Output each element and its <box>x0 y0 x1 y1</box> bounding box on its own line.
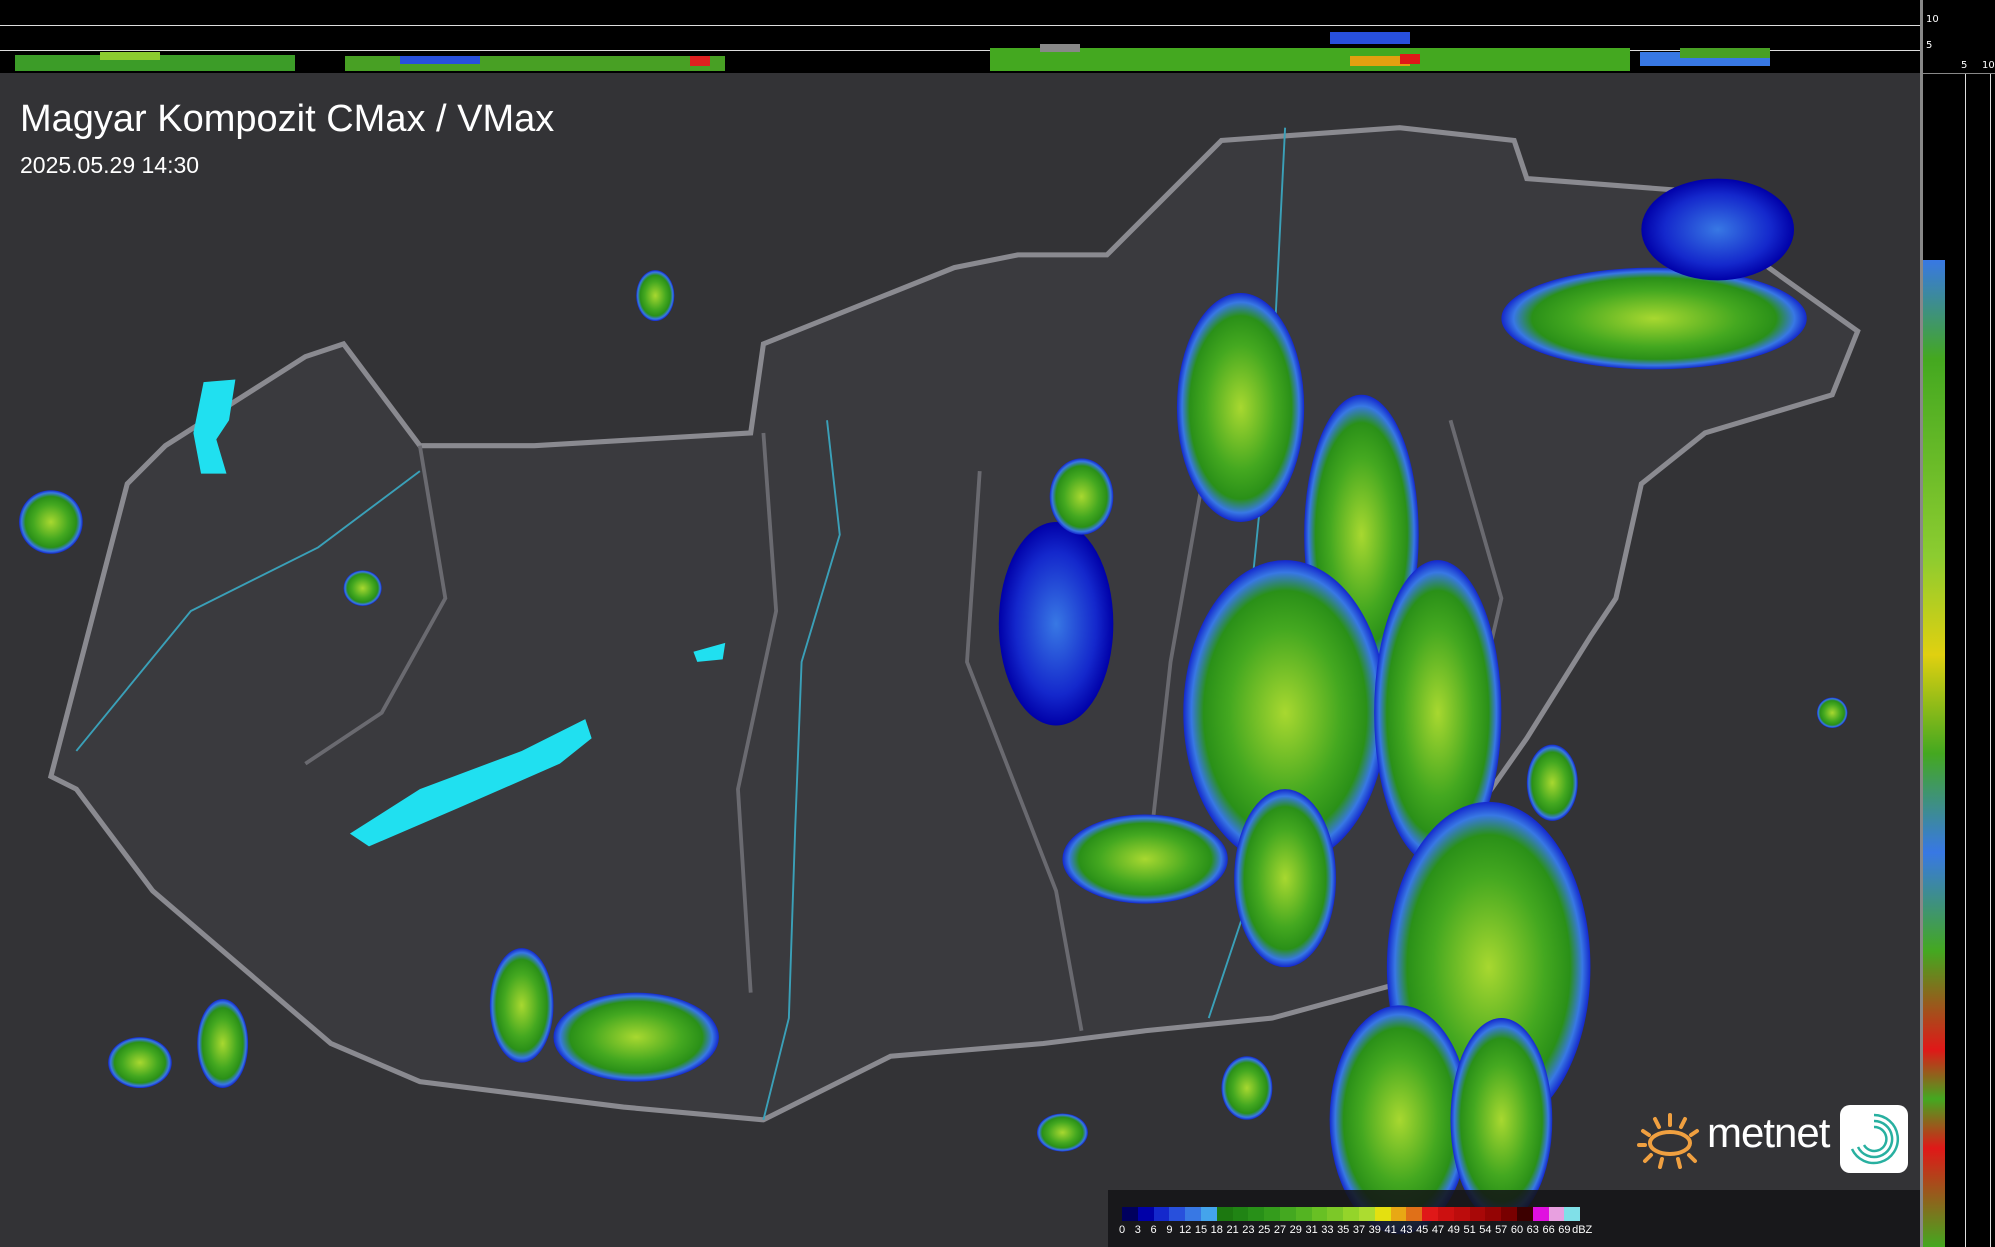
legend-swatch <box>1406 1207 1423 1221</box>
legend-swatch <box>1358 1207 1375 1221</box>
legend-swatch <box>1390 1207 1407 1221</box>
tick-label: 10 <box>1926 14 1939 25</box>
legend-label: 3 <box>1134 1224 1141 1236</box>
right-profile-echoes <box>1923 260 1945 1247</box>
legend-swatch <box>1469 1207 1486 1221</box>
legend-swatch <box>1327 1207 1344 1221</box>
logo-text: metnet <box>1707 1109 1830 1156</box>
legend-swatch <box>1422 1207 1438 1221</box>
spiral-app-icon <box>1840 1105 1908 1173</box>
lake-neusiedl <box>193 379 236 474</box>
legend-label: 9 <box>1166 1224 1173 1236</box>
legend-swatch <box>1185 1207 1201 1221</box>
legend-label: 33 <box>1321 1224 1334 1236</box>
legend-swatch <box>1501 1207 1517 1221</box>
top-profile-echoes <box>15 32 1770 71</box>
legend-label: 41 <box>1384 1224 1397 1236</box>
legend-label: 37 <box>1352 1224 1366 1236</box>
sun-icon <box>1637 1113 1699 1169</box>
legend-label: 66 <box>1542 1224 1555 1236</box>
lake-balaton <box>349 719 592 847</box>
scale-line-5 <box>0 50 1920 51</box>
legend-swatch <box>1374 1207 1391 1221</box>
map-title: Magyar Kompozit CMax / VMax <box>20 98 555 140</box>
legend-label: 63 <box>1526 1224 1539 1236</box>
legend-swatch <box>1564 1207 1581 1221</box>
legend-label: 39 <box>1368 1224 1381 1236</box>
legend-label: 18 <box>1210 1224 1223 1236</box>
legend-label: 51 <box>1463 1224 1476 1236</box>
legend-swatch <box>1548 1207 1565 1221</box>
legend-swatch <box>1216 1207 1233 1221</box>
scale-line-10 <box>0 25 1920 26</box>
legend-label: 27 <box>1273 1224 1287 1236</box>
legend-label: 47 <box>1431 1224 1445 1236</box>
vertical-profile-right: 10 5 5 10 <box>1920 0 1995 1247</box>
radar-map[interactable] <box>0 73 1920 1247</box>
legend-swatch <box>1122 1207 1138 1221</box>
legend-label: 49 <box>1447 1224 1460 1236</box>
legend-label: 69 <box>1558 1224 1571 1236</box>
legend-color-bar <box>1122 1207 1581 1221</box>
legend-swatch <box>1137 1207 1154 1221</box>
scale-line-5 <box>1965 73 1966 1247</box>
legend-label: 12 <box>1179 1224 1192 1236</box>
legend-label: 21 <box>1226 1224 1239 1236</box>
lake-velence <box>693 642 726 662</box>
legend-label: 43 <box>1400 1224 1413 1236</box>
legend-label: 60 <box>1510 1224 1524 1236</box>
legend-swatch <box>1485 1207 1502 1221</box>
strip-divider <box>1920 0 1923 1247</box>
legend-swatch <box>1343 1207 1359 1221</box>
legend-swatch <box>1295 1207 1312 1221</box>
legend-swatch <box>1532 1207 1549 1221</box>
legend-swatch <box>1311 1207 1328 1221</box>
legend-unit: dBZ <box>1572 1224 1593 1236</box>
legend-label: 29 <box>1289 1224 1302 1236</box>
legend-label: 15 <box>1194 1224 1208 1236</box>
vertical-profile-top <box>0 0 1920 73</box>
legend-label: 57 <box>1495 1224 1508 1236</box>
legend-swatch <box>1516 1207 1533 1221</box>
legend-label: 45 <box>1416 1224 1429 1236</box>
legend-label: 6 <box>1150 1224 1157 1236</box>
legend-swatch <box>1169 1207 1186 1221</box>
scale-line-10 <box>1990 73 1991 1247</box>
legend-swatch <box>1248 1207 1265 1221</box>
tick-label: 5 <box>1926 40 1933 51</box>
legend-label: 54 <box>1479 1224 1492 1236</box>
dbz-color-legend: 0 3 6 9 12 15 18 21 23 25 27 29 31 33 35 37 39 41 43 45 47 49… <box>1108 1190 1920 1247</box>
legend-label: 23 <box>1242 1224 1255 1236</box>
legend-swatch <box>1264 1207 1280 1221</box>
radar-echoes <box>19 178 1848 1235</box>
legend-label: 31 <box>1305 1224 1318 1236</box>
tick-label: 10 <box>1982 60 1995 71</box>
legend-swatch <box>1279 1207 1296 1221</box>
tick-label: 5 <box>1961 60 1968 71</box>
legend-label: 35 <box>1337 1224 1350 1236</box>
legend-swatch <box>1437 1207 1454 1221</box>
legend-swatch <box>1453 1207 1470 1221</box>
metnet-logo: metnet <box>1635 1105 1915 1175</box>
map-timestamp: 2025.05.29 14:30 <box>20 152 200 178</box>
legend-label: 25 <box>1258 1224 1271 1236</box>
legend-label: 0 <box>1118 1224 1126 1236</box>
legend-swatch <box>1232 1207 1249 1221</box>
legend-swatch <box>1200 1207 1217 1221</box>
legend-swatch <box>1153 1207 1170 1221</box>
